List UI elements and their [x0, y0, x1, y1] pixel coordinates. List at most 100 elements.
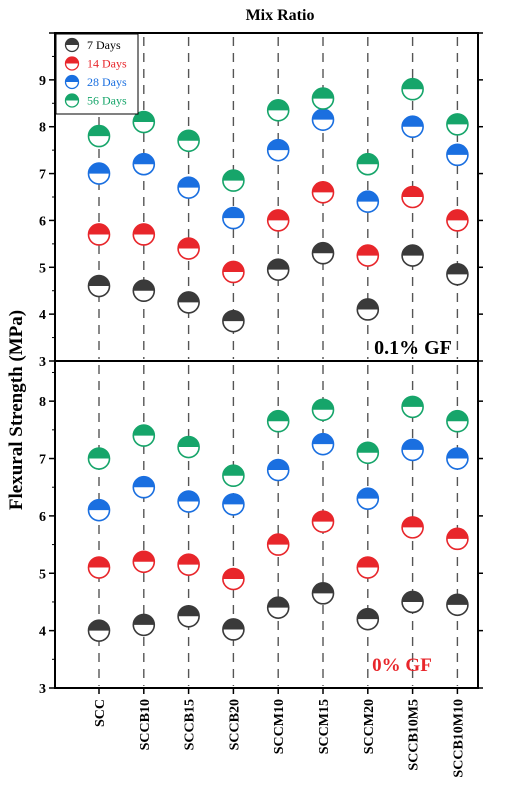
- x-tick-label: SCCB10: [138, 699, 153, 750]
- data-point: [266, 409, 290, 433]
- data-point: [401, 395, 424, 419]
- data-point-fill: [133, 111, 155, 123]
- data-point: [446, 209, 469, 232]
- y-tick-label: 5: [39, 261, 46, 276]
- data-point: [132, 613, 156, 637]
- data-point: [222, 493, 245, 516]
- data-point: [311, 398, 335, 422]
- data-point-fill: [178, 130, 200, 141]
- data-point-fill: [88, 163, 110, 174]
- data-point-fill: [133, 614, 155, 625]
- data-point-fill: [133, 153, 155, 165]
- data-point-fill: [88, 275, 110, 287]
- legend-marker-fill: [65, 75, 79, 82]
- data-point-fill: [178, 291, 200, 303]
- data-point: [87, 162, 111, 185]
- data-point: [177, 176, 200, 199]
- x-tick-label: SCCB20: [227, 699, 242, 750]
- data-point-fill: [133, 425, 155, 436]
- data-point-fill: [446, 528, 468, 539]
- data-point: [356, 607, 380, 631]
- x-tick-label: SCCM15: [317, 699, 332, 754]
- legend: 7 Days 14 Days 28 Days 56 Days: [55, 33, 139, 115]
- data-point: [311, 432, 335, 456]
- data-point-fill: [222, 207, 244, 219]
- data-point-fill: [446, 144, 468, 155]
- data-point-fill: [357, 245, 379, 256]
- legend-label: 7 Days: [87, 38, 121, 52]
- data-point: [401, 590, 424, 614]
- data-point: [177, 129, 200, 153]
- data-point-fill: [312, 433, 334, 445]
- legend-marker-fill: [65, 38, 79, 45]
- x-tick-label: SCCB15: [183, 699, 198, 750]
- data-point: [401, 244, 424, 267]
- data-point: [87, 556, 111, 579]
- data-point: [446, 447, 469, 470]
- legend-label: 28 Days: [87, 75, 127, 89]
- data-point-fill: [178, 554, 200, 565]
- legend-label: 14 Days: [87, 57, 127, 71]
- data-point-fill: [222, 465, 244, 476]
- data-point: [446, 113, 469, 136]
- data-point: [401, 185, 424, 209]
- data-point-fill: [267, 459, 289, 470]
- x-tick-label: SCCM20: [362, 699, 377, 754]
- data-point-fill: [312, 109, 334, 120]
- data-point: [222, 618, 245, 641]
- y-tick-label: 8: [39, 395, 46, 410]
- data-point: [132, 152, 156, 176]
- panel-annotation: 0% GF: [372, 655, 432, 676]
- data-point: [446, 527, 469, 551]
- data-point: [177, 490, 200, 513]
- data-point-fill: [222, 310, 244, 322]
- panel-annotation: 0.1% GF: [374, 337, 452, 359]
- data-point-fill: [133, 280, 155, 291]
- data-point: [266, 99, 290, 122]
- data-point: [132, 279, 156, 303]
- data-point: [356, 441, 380, 465]
- y-tick-label: 6: [39, 214, 46, 229]
- data-point-fill: [402, 78, 424, 90]
- data-point-fill: [178, 177, 200, 188]
- data-point-fill: [357, 488, 379, 499]
- data-point-fill: [402, 245, 424, 256]
- data-point: [222, 309, 245, 333]
- panel-frame: [54, 360, 479, 689]
- data-point: [222, 260, 245, 284]
- data-point-fill: [267, 534, 289, 545]
- data-point-fill: [312, 511, 334, 522]
- data-point-fill: [178, 605, 200, 617]
- data-point-fill: [357, 442, 379, 453]
- data-point-fill: [222, 170, 244, 181]
- x-tick-label: SCC: [93, 699, 108, 727]
- data-point-fill: [402, 186, 424, 197]
- data-point: [401, 516, 424, 539]
- data-point-fill: [267, 139, 289, 151]
- data-point: [222, 206, 245, 230]
- data-point: [311, 181, 335, 204]
- data-point: [87, 223, 111, 246]
- data-point: [311, 582, 335, 605]
- data-point-fill: [222, 618, 244, 630]
- data-point-fill: [357, 191, 379, 202]
- data-point-fill: [267, 410, 289, 422]
- data-point: [177, 604, 200, 628]
- data-point-fill: [312, 582, 334, 594]
- data-point: [87, 124, 111, 148]
- y-axis-label: Flexural Strength (MPa): [6, 310, 27, 510]
- data-point-fill: [357, 608, 379, 620]
- data-point-fill: [446, 113, 468, 125]
- data-point-fill: [88, 448, 110, 459]
- data-point: [266, 258, 290, 281]
- data-point: [356, 487, 380, 510]
- x-tick-label: SCCB10M10: [451, 699, 466, 778]
- data-point: [446, 143, 469, 167]
- data-point: [132, 110, 156, 134]
- data-point: [222, 567, 245, 591]
- data-point-fill: [178, 238, 200, 249]
- data-point-fill: [133, 476, 155, 488]
- data-point: [266, 138, 290, 162]
- data-point: [356, 556, 380, 579]
- data-point-fill: [133, 551, 155, 562]
